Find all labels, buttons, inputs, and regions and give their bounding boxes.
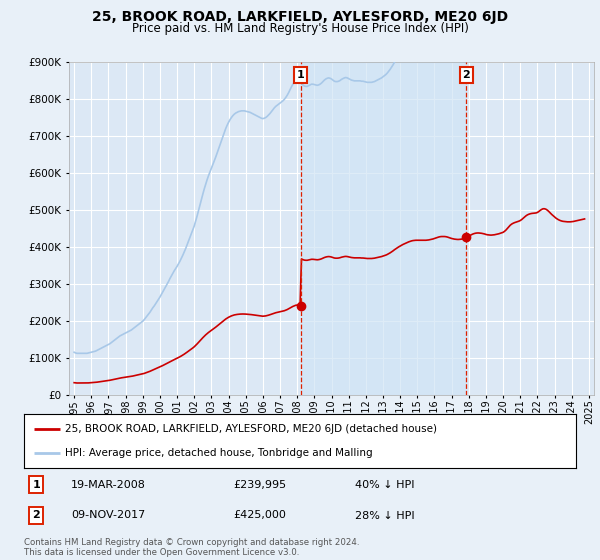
Text: 2: 2 (32, 511, 40, 520)
Text: 1: 1 (297, 70, 305, 80)
Text: 2: 2 (463, 70, 470, 80)
Text: 25, BROOK ROAD, LARKFIELD, AYLESFORD, ME20 6JD (detached house): 25, BROOK ROAD, LARKFIELD, AYLESFORD, ME… (65, 424, 437, 434)
Text: 28% ↓ HPI: 28% ↓ HPI (355, 511, 415, 520)
Bar (301, 62, 466, 395)
Text: Price paid vs. HM Land Registry's House Price Index (HPI): Price paid vs. HM Land Registry's House … (131, 22, 469, 35)
Text: 40% ↓ HPI: 40% ↓ HPI (355, 479, 415, 489)
Text: 1: 1 (32, 479, 40, 489)
Text: Contains HM Land Registry data © Crown copyright and database right 2024.
This d: Contains HM Land Registry data © Crown c… (24, 538, 359, 557)
Text: HPI: Average price, detached house, Tonbridge and Malling: HPI: Average price, detached house, Tonb… (65, 448, 373, 458)
Text: £239,995: £239,995 (234, 479, 287, 489)
Text: £425,000: £425,000 (234, 511, 287, 520)
Text: 09-NOV-2017: 09-NOV-2017 (71, 511, 145, 520)
Text: 25, BROOK ROAD, LARKFIELD, AYLESFORD, ME20 6JD: 25, BROOK ROAD, LARKFIELD, AYLESFORD, ME… (92, 10, 508, 24)
Text: 19-MAR-2008: 19-MAR-2008 (71, 479, 146, 489)
